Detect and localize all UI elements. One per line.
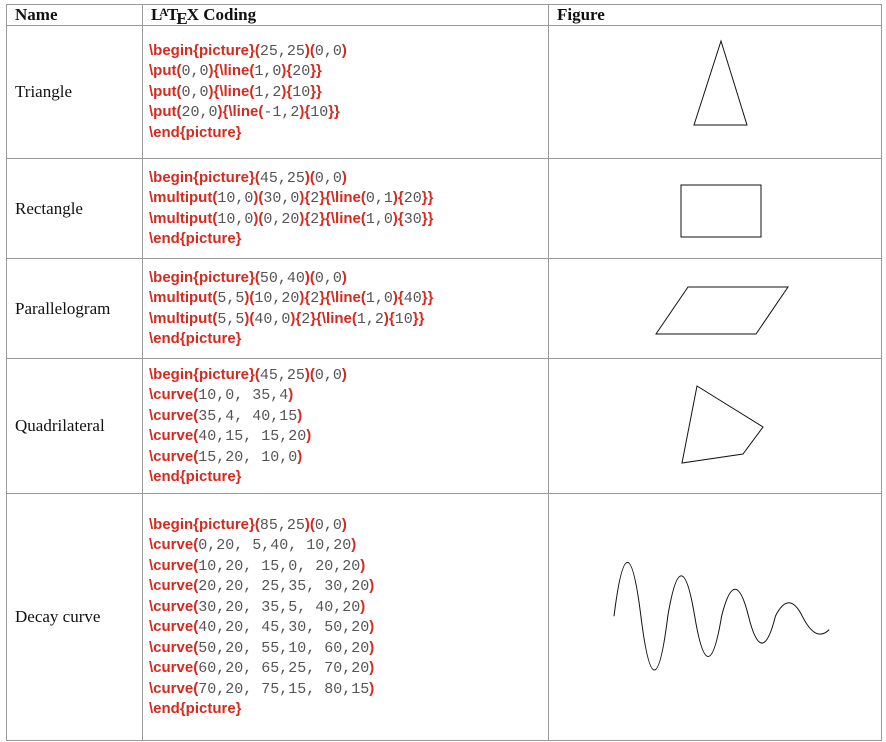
header: LaTeX Coding xyxy=(142,4,549,28)
figure xyxy=(548,493,882,741)
figure xyxy=(548,158,882,259)
code-line: \curve(40,20, 45,30, 50,20) xyxy=(149,618,375,636)
code-line: \curve(20,20, 25,35, 30,20) xyxy=(149,577,375,595)
code-line: \curve(70,20, 75,15, 80,15) xyxy=(149,679,375,698)
figure xyxy=(548,358,882,494)
code: \begin{picture}(85,25)(0,0) \curve(0,20, … xyxy=(142,493,549,741)
quadrilateral xyxy=(681,385,764,464)
name: Rectangle xyxy=(6,158,143,259)
code: \begin{picture}(45,25)(0,0) \curve(10,0, … xyxy=(142,358,549,494)
name: Triangle xyxy=(6,25,143,159)
code-line: \end{picture} xyxy=(149,230,242,247)
code-line: \multiput(5,5)(10,20){2}{\line(1,0){40}} xyxy=(149,289,434,307)
parallelogram xyxy=(655,286,789,335)
figure xyxy=(548,258,882,359)
shapes-table: Name LaTeX Coding Figure Triangle \begin… xyxy=(6,4,882,741)
code-line: \end{picture} xyxy=(149,330,242,347)
name: Parallelogram xyxy=(6,258,143,359)
code-line: \curve(35,4, 40,15) xyxy=(149,406,303,425)
code-line: \curve(50,20, 55,10, 60,20) xyxy=(149,638,375,657)
decay-curve xyxy=(549,494,881,740)
code-line: \multiput(5,5)(40,0){2}{\line(1,2){10}} xyxy=(149,309,425,328)
row: Decay curve \begin{picture}(85,25)(0,0) \… xyxy=(6,493,882,741)
rectangle xyxy=(680,184,762,238)
code-line: \put(0,0){\line(1,2){10}} xyxy=(149,82,322,101)
code-line: \begin{picture}(25,25)(0,0) xyxy=(149,41,347,60)
name: Quadrilateral xyxy=(6,358,143,494)
code-line: \end{picture} xyxy=(149,123,242,141)
code-line: \curve(30,20, 35,5, 40,20) xyxy=(149,597,366,616)
code-line: \begin{picture}(45,25)(0,0) xyxy=(149,365,347,384)
code-line: \put(0,0){\line(1,0){20}} xyxy=(149,62,322,81)
code-line: \curve(10,20, 15,0, 20,20) xyxy=(149,556,366,575)
row: Parallelogram \begin{picture}(50,40)(0,0… xyxy=(6,258,882,359)
code-line: \multiput(10,0)(0,20){2}{\line(1,0){30}} xyxy=(149,209,434,228)
name: Decay curve xyxy=(6,493,143,741)
triangle xyxy=(693,39,748,126)
header: Name xyxy=(6,4,143,26)
code-line: \begin{picture}(45,25)(0,0) xyxy=(149,168,347,187)
code-line: \end{picture} xyxy=(149,468,242,485)
code-line: \begin{picture}(85,25)(0,0) xyxy=(149,515,347,534)
code-line: \curve(60,20, 65,25, 70,20) xyxy=(149,659,375,677)
header-row: Name LaTeX Coding Figure xyxy=(6,4,882,28)
code-line: \curve(0,20, 5,40, 10,20) xyxy=(149,536,357,554)
row: Quadrilateral \begin{picture}(45,25)(0,0… xyxy=(6,358,882,494)
code: \begin{picture}(50,40)(0,0) \multiput(5,5… xyxy=(142,258,549,359)
code-line: \end{picture} xyxy=(149,700,242,717)
row: Triangle \begin{picture}(25,25)(0,0) \put… xyxy=(6,25,882,159)
code-line: \multiput(10,0)(30,0){2}{\line(0,1){20}} xyxy=(149,189,434,207)
code-line: \curve(40,15, 15,20) xyxy=(149,427,312,445)
code-line: \put(20,0){\line(-1,2){10}} xyxy=(149,103,340,122)
code: \begin{picture}(25,25)(0,0) \put(0,0){\li… xyxy=(142,25,549,159)
code-line: \curve(10,0, 35,4) xyxy=(149,386,294,404)
code-line: \begin{picture}(50,40)(0,0) xyxy=(149,268,347,287)
code: \begin{picture}(45,25)(0,0) \multiput(10,… xyxy=(142,158,549,259)
code-line: \curve(15,20, 10,0) xyxy=(149,447,303,466)
header: Figure xyxy=(548,4,882,26)
row: Rectangle \begin{picture}(45,25)(0,0) \mu… xyxy=(6,158,882,259)
figure xyxy=(548,25,882,159)
